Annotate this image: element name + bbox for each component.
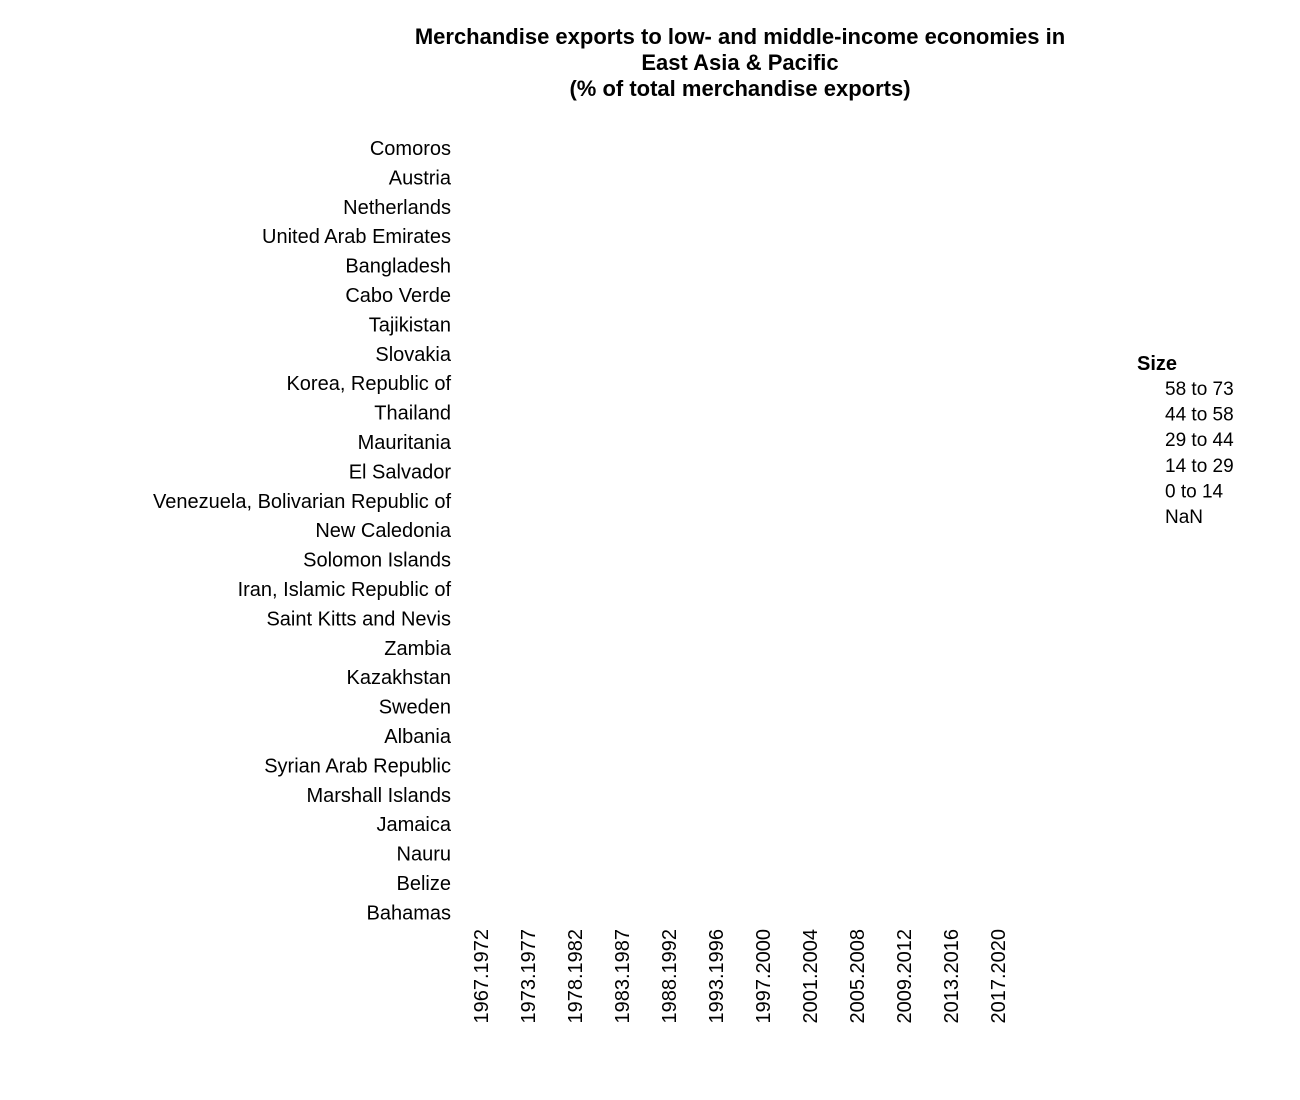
row-label: Netherlands (343, 197, 451, 219)
legend-entry: 14 to 29 (1165, 456, 1234, 477)
row-label: Comoros (370, 138, 451, 160)
legend: Size 58 to 73 44 to 58 29 to 44 14 to 29 0 t… (1137, 353, 1234, 528)
row-label: Kazakhstan (346, 667, 451, 689)
legend-entry: 29 to 44 (1165, 430, 1234, 451)
legend-entry: 58 to 73 (1165, 379, 1234, 400)
row-label: New Caledonia (315, 520, 452, 542)
column-label: 1983.1987 (612, 929, 634, 1024)
row-label: Cabo Verde (345, 285, 451, 307)
chart-title-line: Merchandise exports to low- and middle-i… (415, 24, 1065, 49)
row-label: Saint Kitts and Nevis (266, 608, 451, 630)
column-label: 1978.1982 (565, 929, 587, 1024)
legend-title: Size (1137, 353, 1177, 375)
legend-entry: 44 to 58 (1165, 405, 1234, 426)
row-label: Sweden (379, 697, 451, 719)
column-label: 1967.1972 (471, 929, 493, 1024)
row-label: Bangladesh (345, 256, 451, 278)
row-label: Syrian Arab Republic (264, 755, 451, 777)
row-label: United Arab Emirates (262, 226, 451, 248)
row-label: Solomon Islands (303, 550, 451, 572)
column-label: 1997.2000 (753, 929, 775, 1024)
row-label: Korea, Republic of (286, 373, 451, 395)
column-label: 2017.2020 (988, 929, 1010, 1024)
row-label: Venezuela, Bolivarian Republic of (153, 491, 451, 513)
row-label: Zambia (384, 638, 452, 660)
row-label: Albania (384, 726, 452, 748)
row-label: Thailand (374, 403, 451, 425)
row-label: Belize (397, 873, 451, 895)
column-label: 2009.2012 (894, 929, 916, 1024)
column-label: 2001.2004 (800, 929, 822, 1024)
row-label: Austria (389, 167, 452, 189)
column-labels: 1967.1972 1973.1977 1978.1982 1983.1987 1988… (471, 929, 1010, 1024)
chart-title-line: (% of total merchandise exports) (569, 76, 910, 101)
row-label: Mauritania (358, 432, 452, 454)
column-label: 1993.1996 (706, 929, 728, 1024)
row-label: Jamaica (377, 814, 452, 836)
row-label: Iran, Islamic Republic of (238, 579, 452, 601)
row-label: El Salvador (349, 461, 452, 483)
legend-entries: 58 to 73 44 to 58 29 to 44 14 to 29 0 to 14 N… (1165, 379, 1234, 528)
chart-title-line: East Asia & Pacific (641, 50, 838, 75)
row-labels: Comoros Austria Netherlands United Arab Emi… (153, 138, 452, 924)
column-label: 1988.1992 (659, 929, 681, 1024)
row-label: Slovakia (375, 344, 451, 366)
row-label: Marshall Islands (306, 785, 451, 807)
row-label: Nauru (397, 844, 451, 866)
legend-entry: 0 to 14 (1165, 481, 1224, 502)
row-label: Tajikistan (369, 314, 451, 336)
row-label: Bahamas (367, 902, 452, 924)
column-label: 2013.2016 (941, 929, 963, 1024)
legend-entry: NaN (1165, 507, 1203, 528)
chart-title: Merchandise exports to low- and middle-i… (415, 24, 1065, 101)
column-label: 1973.1977 (518, 929, 540, 1024)
column-label: 2005.2008 (847, 929, 869, 1024)
